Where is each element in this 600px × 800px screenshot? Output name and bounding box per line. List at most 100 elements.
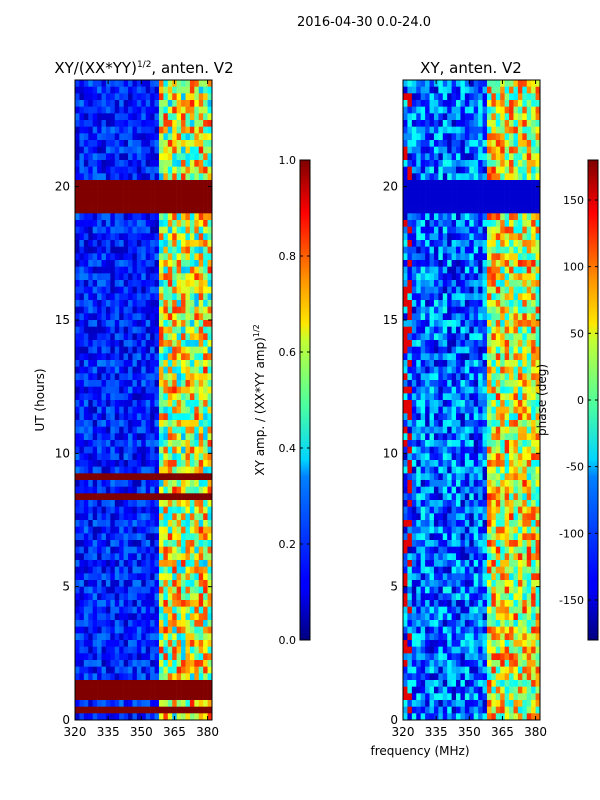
heatmap-cell	[119, 100, 124, 107]
heatmap-cell	[491, 193, 497, 201]
heatmap-cell	[75, 340, 80, 347]
heatmap-cell	[92, 306, 98, 314]
heatmap-cell	[198, 586, 204, 594]
heatmap-cell	[495, 380, 501, 387]
heatmap-cell	[500, 260, 505, 267]
heatmap-cell	[150, 353, 155, 361]
heatmap-cell	[150, 506, 155, 514]
amplitude-y-tick-label: 20	[55, 180, 70, 194]
heatmap-cell	[132, 533, 138, 541]
heatmap-cell	[97, 533, 102, 541]
heatmap-cell	[491, 446, 497, 454]
heatmap-cell	[513, 306, 519, 314]
heatmap-cell	[181, 693, 186, 701]
heatmap-cell	[411, 93, 417, 101]
heatmap-cell	[101, 353, 107, 361]
heatmap-cell	[79, 80, 85, 87]
heatmap-cell	[189, 400, 195, 407]
heatmap-cell	[128, 133, 133, 141]
heatmap-cell	[150, 113, 155, 121]
heatmap-cell	[101, 126, 107, 134]
heatmap-cell	[203, 180, 208, 187]
heatmap-cell	[429, 493, 435, 501]
heatmap-cell	[92, 273, 98, 281]
heatmap-cell	[97, 680, 102, 687]
heatmap-cell	[425, 166, 430, 174]
heatmap-cell	[185, 213, 191, 221]
heatmap-cell	[114, 480, 120, 487]
heatmap-cell	[110, 346, 116, 354]
heatmap-cell	[128, 140, 133, 147]
heatmap-cell	[83, 333, 89, 341]
heatmap-cell	[416, 446, 421, 454]
heatmap-cell	[482, 346, 488, 354]
heatmap-cell	[469, 486, 475, 494]
heatmap-cell	[526, 413, 532, 421]
heatmap-cell	[522, 420, 528, 427]
heatmap-cell	[486, 113, 492, 121]
heatmap-cell	[473, 120, 479, 127]
heatmap-cell	[198, 333, 204, 341]
heatmap-cell	[207, 640, 213, 647]
heatmap-cell	[451, 360, 457, 367]
heatmap-cell	[136, 400, 142, 407]
heatmap-cell	[154, 400, 160, 407]
heatmap-cell	[456, 133, 461, 141]
heatmap-cell	[97, 306, 102, 314]
heatmap-cell	[403, 306, 408, 314]
heatmap-cell	[158, 600, 164, 607]
heatmap-cell	[429, 313, 435, 321]
heatmap-cell	[416, 226, 421, 234]
heatmap-cell	[531, 340, 536, 347]
heatmap-cell	[526, 226, 532, 234]
heatmap-cell	[123, 533, 129, 541]
heatmap-cell	[75, 606, 80, 614]
heatmap-cell	[407, 246, 413, 254]
heatmap-cell	[425, 326, 430, 334]
heatmap-cell	[119, 540, 124, 547]
heatmap-cell	[132, 100, 138, 107]
heatmap-cell	[83, 580, 89, 587]
heatmap-cell	[513, 440, 519, 447]
heatmap-cell	[442, 473, 448, 481]
heatmap-cell	[123, 566, 129, 574]
heatmap-cell	[101, 673, 107, 681]
heatmap-cell	[79, 413, 85, 421]
heatmap-cell	[513, 213, 519, 221]
heatmap-cell	[110, 233, 116, 241]
heatmap-cell	[513, 220, 519, 227]
heatmap-cell	[163, 93, 169, 101]
heatmap-cell	[75, 240, 80, 247]
heatmap-cell	[128, 526, 133, 534]
heatmap-cell	[163, 300, 169, 307]
heatmap-cell	[464, 100, 470, 107]
heatmap-cell	[119, 486, 124, 494]
heatmap-cell	[433, 473, 439, 481]
heatmap-cell	[141, 486, 147, 494]
heatmap-cell	[420, 266, 426, 274]
heatmap-cell	[203, 513, 208, 521]
heatmap-cell	[141, 600, 147, 607]
heatmap-cell	[150, 160, 155, 167]
heatmap-cell	[105, 166, 111, 174]
heatmap-cell	[194, 406, 200, 414]
heatmap-cell	[75, 620, 80, 627]
heatmap-cell	[486, 340, 492, 347]
heatmap-cell	[456, 306, 461, 314]
heatmap-cell	[491, 206, 497, 214]
heatmap-cell	[92, 386, 98, 394]
heatmap-cell	[504, 120, 510, 127]
heatmap-cell	[123, 140, 129, 147]
heatmap-cell	[194, 346, 200, 354]
heatmap-cell	[163, 373, 169, 381]
heatmap-cell	[451, 266, 457, 274]
heatmap-cell	[203, 153, 208, 161]
heatmap-cell	[172, 586, 177, 594]
amplitude-y-tick-label: 15	[55, 313, 70, 327]
heatmap-cell	[433, 360, 439, 367]
heatmap-cell	[79, 513, 85, 521]
heatmap-cell	[105, 440, 111, 447]
heatmap-cell	[101, 446, 107, 454]
heatmap-cell	[132, 600, 138, 607]
heatmap-cell	[101, 526, 107, 534]
